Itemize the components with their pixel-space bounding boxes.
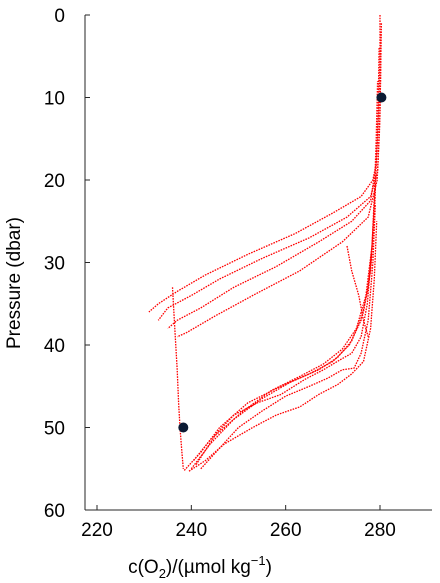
data-marker [178, 422, 189, 433]
profile-trace [183, 80, 379, 471]
x-tick-label: 280 [364, 520, 396, 541]
y-tick-label: 20 [44, 171, 65, 192]
series-layer [148, 15, 383, 472]
x-ticks: 220 240 260 280 [81, 505, 396, 541]
y-tick-label: 10 [44, 89, 65, 110]
profile-trace [346, 245, 369, 337]
y-tick-label: 30 [44, 254, 65, 275]
marker-layer [178, 92, 387, 433]
y-tick-label: 50 [44, 419, 65, 440]
y-tick-label: 60 [44, 501, 65, 522]
y-tick-label: 40 [44, 336, 65, 357]
profile-trace [176, 23, 383, 338]
profile-trace [200, 204, 376, 470]
x-tick-label: 220 [81, 520, 113, 541]
profile-trace [171, 287, 184, 469]
profile-trace [188, 221, 378, 472]
profile-trace [167, 47, 380, 329]
profile-trace [190, 163, 377, 470]
y-ticks: 0 10 20 30 40 50 60 [44, 6, 90, 522]
profile-trace [148, 15, 381, 313]
data-marker [376, 92, 387, 103]
y-axis-label: Pressure (dbar) [4, 217, 25, 349]
profile-trace [193, 254, 373, 461]
profile-trace [157, 31, 382, 321]
profile-trace [195, 188, 376, 465]
x-axis-label: c(O2)/(µmol kg−1) [128, 553, 272, 581]
y-tick-label: 0 [54, 6, 65, 27]
x-tick-label: 240 [175, 520, 207, 541]
x-tick-label: 260 [270, 520, 302, 541]
